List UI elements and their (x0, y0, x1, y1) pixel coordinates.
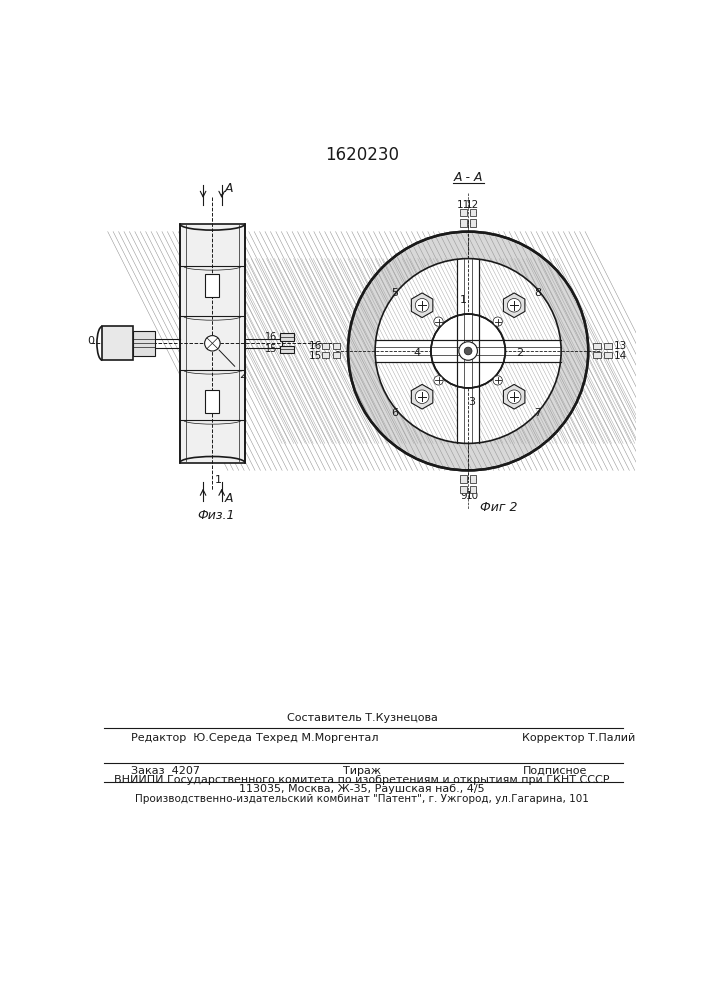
Text: 13: 13 (614, 341, 627, 351)
Bar (604, 343, 612, 349)
Bar (180, 224, 245, 463)
Bar (460, 475, 467, 483)
Bar (134, 331, 155, 356)
Circle shape (493, 317, 503, 326)
Polygon shape (411, 293, 433, 318)
Text: 5: 5 (391, 288, 398, 298)
Text: 16: 16 (308, 341, 322, 351)
Text: 12: 12 (466, 200, 479, 210)
Circle shape (375, 259, 561, 443)
Circle shape (415, 298, 429, 312)
Text: Тираж: Тираж (343, 766, 381, 776)
Polygon shape (503, 293, 525, 318)
Bar (206, 274, 219, 297)
Text: 9: 9 (460, 491, 467, 501)
Text: А: А (225, 492, 233, 505)
Bar (457, 259, 479, 443)
Circle shape (493, 376, 503, 385)
Text: 15: 15 (308, 351, 322, 361)
Circle shape (459, 342, 477, 360)
Bar (280, 346, 293, 353)
Bar (469, 219, 476, 227)
Text: 4: 4 (414, 348, 421, 358)
Text: 1620230: 1620230 (325, 146, 399, 164)
Text: 3: 3 (469, 397, 476, 407)
Bar (332, 343, 340, 349)
Text: 1: 1 (215, 475, 222, 485)
Circle shape (434, 376, 443, 385)
Text: Фиг 2: Фиг 2 (480, 501, 518, 514)
Circle shape (204, 336, 220, 351)
Bar (469, 475, 476, 483)
Text: Составитель Т.Кузнецова: Составитель Т.Кузнецова (286, 713, 438, 723)
Bar (460, 209, 467, 216)
Bar (604, 352, 612, 358)
Bar (322, 343, 329, 349)
Text: Производственно-издательский комбинат "Патент", г. Ужгород, ул.Гагарина, 101: Производственно-издательский комбинат "П… (135, 794, 589, 804)
Text: 7: 7 (534, 408, 542, 418)
Bar (469, 209, 476, 216)
Bar (460, 219, 467, 227)
Text: Корректор Т.Палий: Корректор Т.Палий (522, 733, 636, 743)
Text: А: А (225, 182, 233, 195)
Text: 1: 1 (460, 295, 467, 305)
Text: 113035, Москва, Ж-35, Раушская наб., 4/5: 113035, Москва, Ж-35, Раушская наб., 4/5 (239, 784, 485, 794)
Text: Подписное: Подписное (522, 766, 587, 776)
Bar (280, 333, 293, 341)
Circle shape (415, 390, 429, 404)
Text: 10: 10 (466, 491, 479, 501)
Circle shape (348, 232, 588, 470)
Bar (375, 340, 561, 362)
Circle shape (508, 298, 521, 312)
Bar (457, 259, 479, 443)
Text: 11: 11 (457, 200, 470, 210)
Bar (332, 352, 340, 358)
Bar (103, 326, 134, 360)
Circle shape (464, 347, 472, 355)
Bar (460, 486, 467, 493)
Bar (469, 486, 476, 493)
Text: 2: 2 (219, 350, 247, 380)
Text: 8: 8 (534, 288, 542, 298)
Bar (206, 389, 219, 413)
Text: Редактор  Ю.Середа: Редактор Ю.Середа (131, 733, 252, 743)
Bar (322, 352, 329, 358)
Text: А - А: А - А (453, 171, 483, 184)
Bar (375, 340, 561, 362)
Text: Заказ  4207: Заказ 4207 (131, 766, 200, 776)
Text: Техред М.Моргентал: Техред М.Моргентал (256, 733, 378, 743)
Text: 16: 16 (265, 332, 277, 342)
Text: 2: 2 (515, 348, 523, 358)
Circle shape (431, 314, 506, 388)
Circle shape (508, 390, 521, 404)
Text: 15: 15 (265, 344, 277, 354)
Text: ВНИИПИ Государственного комитета по изобретениям и открытиям при ГКНТ СССР: ВНИИПИ Государственного комитета по изоб… (115, 775, 609, 785)
Text: 14: 14 (614, 351, 627, 361)
Polygon shape (411, 384, 433, 409)
Text: 6: 6 (391, 408, 398, 418)
Polygon shape (503, 384, 525, 409)
Text: 0: 0 (88, 336, 95, 346)
Bar (593, 352, 601, 358)
Bar (593, 343, 601, 349)
Text: Физ.1: Физ.1 (197, 509, 235, 522)
Circle shape (434, 317, 443, 326)
